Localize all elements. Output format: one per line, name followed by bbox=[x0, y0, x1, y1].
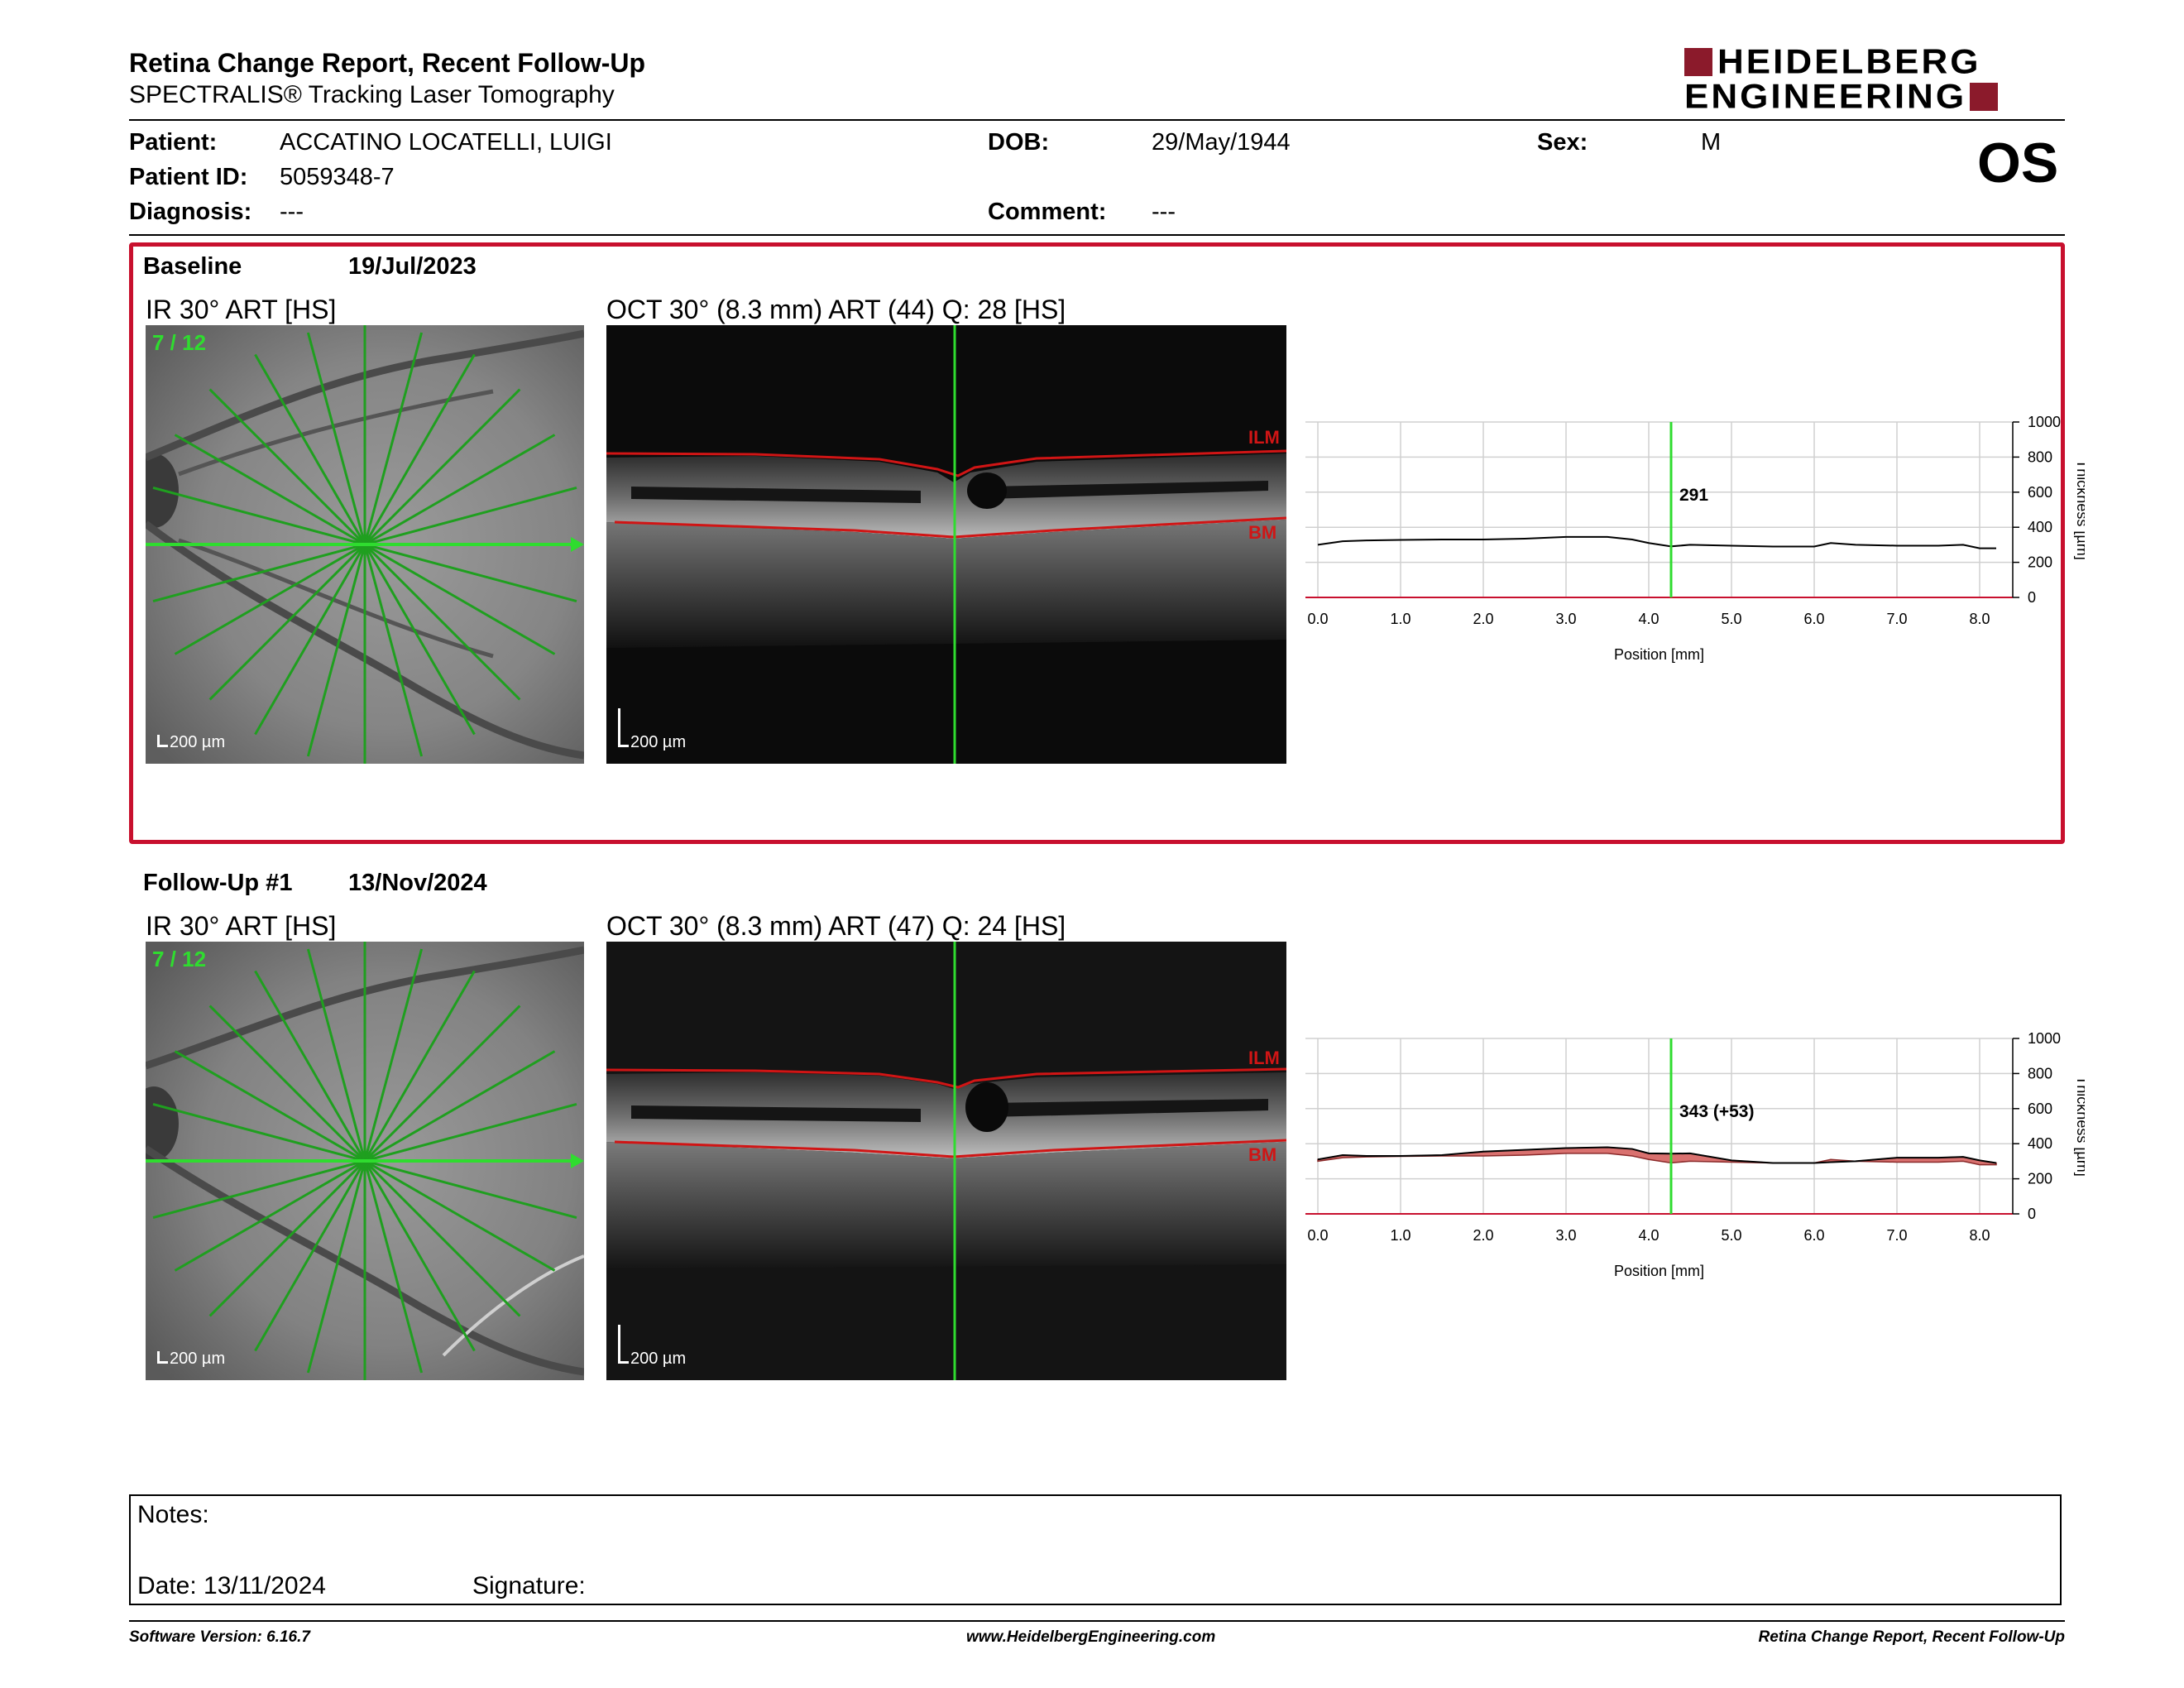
notes-box[interactable]: Notes: Date: 13/11/2024 Signature: bbox=[129, 1494, 2062, 1605]
y-axis-label: Thickness [µm] bbox=[2074, 459, 2085, 559]
thickness-readout: 343 (+53) bbox=[1679, 1102, 1754, 1121]
y-tick-label: 0 bbox=[2028, 1206, 2036, 1222]
scan-arrow-icon bbox=[571, 537, 584, 552]
slice-label: 7 / 12 bbox=[152, 330, 207, 355]
ilm-label: ILM bbox=[1248, 427, 1280, 448]
x-tick-label: 6.0 bbox=[1803, 1227, 1824, 1244]
patient-id-label: Patient ID: bbox=[129, 164, 248, 190]
ilm-line bbox=[606, 449, 1286, 477]
thickness-chart: 0.0 1.0 2.0 3.0 4.0 5.0 6.0 7.0 8.0 0 200 400 600 800… bbox=[1305, 1030, 2085, 1279]
y-axis-label: Thickness [µm] bbox=[2074, 1076, 2085, 1176]
y-tick-label: 200 bbox=[2028, 1171, 2052, 1187]
y-tick-label: 1000 bbox=[2028, 1030, 2061, 1047]
x-tick-label: 0.0 bbox=[1307, 611, 1328, 627]
signature-label: Signature: bbox=[472, 1572, 586, 1599]
fundus-svg bbox=[146, 942, 584, 1380]
comment-value: --- bbox=[1152, 199, 1176, 225]
patient-id: 5059348-7 bbox=[280, 164, 395, 190]
dob-label: DOB: bbox=[988, 129, 1050, 156]
header-divider bbox=[129, 119, 2065, 121]
section-date: 19/Jul/2023 bbox=[348, 253, 477, 280]
y-tick-label: 800 bbox=[2028, 448, 2052, 465]
oct-title: OCT 30° (8.3 mm) ART (44) Q: 28 [HS] bbox=[606, 295, 1066, 324]
thickness-readout: 291 bbox=[1679, 486, 1708, 505]
diagnosis-value: --- bbox=[280, 199, 304, 225]
fundus-svg bbox=[146, 325, 584, 764]
x-tick-label: 5.0 bbox=[1721, 611, 1741, 627]
oct-svg: ILM BM bbox=[606, 325, 1286, 764]
y-tick-label: 400 bbox=[2028, 519, 2052, 535]
y-tick-label: 200 bbox=[2028, 554, 2052, 571]
oct-scale-bar: 200 µm bbox=[618, 708, 686, 752]
x-tick-label: 7.0 bbox=[1886, 611, 1907, 627]
comment-label: Comment: bbox=[988, 199, 1107, 225]
website-link[interactable]: www.HeidelbergEngineering.com bbox=[966, 1628, 1216, 1646]
slice-label: 7 / 12 bbox=[152, 947, 207, 971]
x-tick-label: 2.0 bbox=[1473, 611, 1493, 627]
ir-fundus-image: 7 / 12 200 µm bbox=[146, 325, 584, 764]
scan-arrow-icon bbox=[571, 1153, 584, 1168]
sex-value: M bbox=[1701, 129, 1722, 156]
footer-divider bbox=[129, 1620, 2065, 1622]
eye-label: OS bbox=[1977, 132, 2059, 194]
x-tick-label: 3.0 bbox=[1555, 611, 1576, 627]
y-tick-label: 600 bbox=[2028, 1101, 2052, 1117]
baseline-thickness-line bbox=[1317, 535, 1996, 549]
x-tick-label: 1.0 bbox=[1390, 611, 1410, 627]
x-tick-label: 6.0 bbox=[1803, 611, 1824, 627]
x-tick-label: 0.0 bbox=[1307, 1227, 1328, 1244]
x-tick-label: 8.0 bbox=[1969, 1227, 1990, 1244]
x-tick-label: 7.0 bbox=[1886, 1227, 1907, 1244]
ir-fundus-image: 7 / 12 200 µm bbox=[146, 942, 584, 1380]
y-tick-label: 1000 bbox=[2028, 414, 2061, 430]
ilm-label: ILM bbox=[1248, 1048, 1280, 1068]
x-tick-label: 8.0 bbox=[1969, 611, 1990, 627]
ir-title: IR 30° ART [HS] bbox=[146, 295, 337, 324]
x-tick-label: 4.0 bbox=[1638, 611, 1659, 627]
ir-title: IR 30° ART [HS] bbox=[146, 911, 337, 941]
y-tick-label: 0 bbox=[2028, 589, 2036, 606]
date-label: Date: 13/11/2024 bbox=[137, 1572, 326, 1599]
x-tick-label: 3.0 bbox=[1555, 1227, 1576, 1244]
section-name: Follow-Up #1 bbox=[143, 870, 293, 896]
baseline-highlight-frame bbox=[129, 242, 2065, 844]
bm-label: BM bbox=[1248, 1144, 1276, 1165]
heidelberg-logo: HEIDELBERG ENGINEERING bbox=[1684, 45, 1999, 114]
oct-title: OCT 30° (8.3 mm) ART (47) Q: 24 [HS] bbox=[606, 911, 1066, 941]
patient-divider bbox=[129, 234, 2065, 236]
x-tick-label: 1.0 bbox=[1390, 1227, 1410, 1244]
notes-label: Notes: bbox=[137, 1501, 209, 1528]
dob-value: 29/May/1944 bbox=[1152, 129, 1291, 156]
oct-bscan-image: ILM BM 200 µm bbox=[606, 325, 1286, 764]
x-axis-label: Position [mm] bbox=[1614, 646, 1704, 663]
diagnosis-label: Diagnosis: bbox=[129, 199, 252, 225]
y-tick-label: 800 bbox=[2028, 1065, 2052, 1081]
sex-label: Sex: bbox=[1537, 129, 1588, 156]
report-title: Retina Change Report, Recent Follow-Up bbox=[129, 48, 646, 78]
ir-scale-bar: 200 µm bbox=[157, 733, 225, 752]
bm-label: BM bbox=[1248, 522, 1276, 543]
y-tick-label: 400 bbox=[2028, 1135, 2052, 1152]
patient-name: ACCATINO LOCATELLI, LUIGI bbox=[280, 129, 612, 156]
oct-svg: ILM BM bbox=[606, 942, 1286, 1380]
ilm-line bbox=[606, 1067, 1286, 1089]
report-subtitle: SPECTRALIS® Tracking Laser Tomography bbox=[129, 81, 615, 108]
oct-bscan-image: ILM BM 200 µm bbox=[606, 942, 1286, 1380]
x-tick-label: 4.0 bbox=[1638, 1227, 1659, 1244]
oct-scale-bar: 200 µm bbox=[618, 1325, 686, 1369]
x-tick-label: 5.0 bbox=[1721, 1227, 1741, 1244]
logo-square-icon bbox=[1684, 48, 1712, 76]
x-tick-label: 2.0 bbox=[1473, 1227, 1493, 1244]
logo-square-icon bbox=[1970, 83, 1999, 111]
section-name: Baseline bbox=[143, 253, 242, 280]
y-tick-label: 600 bbox=[2028, 484, 2052, 501]
ir-scale-bar: 200 µm bbox=[157, 1350, 225, 1369]
software-version: Software Version: 6.16.7 bbox=[129, 1628, 310, 1646]
section-date: 13/Nov/2024 bbox=[348, 870, 487, 896]
x-axis-label: Position [mm] bbox=[1614, 1263, 1704, 1279]
thickness-chart: 0.0 1.0 2.0 3.0 4.0 5.0 6.0 7.0 8.0 0 200 400 600 800… bbox=[1305, 414, 2085, 663]
patient-label: Patient: bbox=[129, 129, 218, 156]
report-name-footer: Retina Change Report, Recent Follow-Up bbox=[1758, 1628, 2065, 1646]
